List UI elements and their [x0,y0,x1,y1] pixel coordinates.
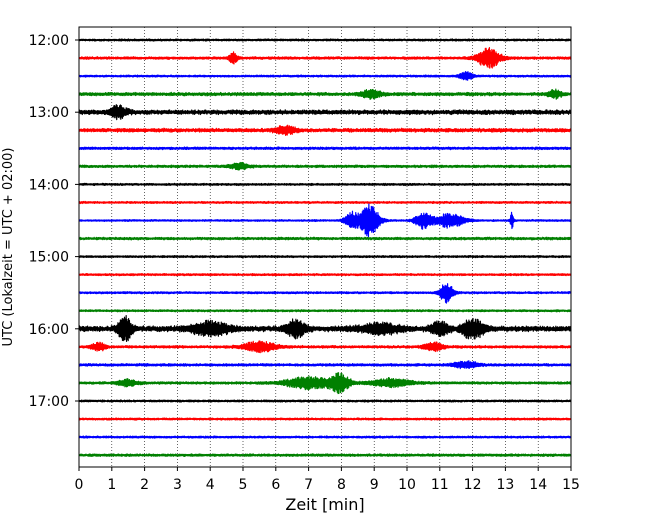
seismogram-trace-1645 [78,372,572,395]
seismogram-trace-1745 [78,453,572,458]
x-tick-label: 4 [206,477,215,493]
y-axis-label: UTC (Lokalzeit = UTC + 02:00) [1,148,16,347]
x-tick-label: 14 [529,477,547,493]
seismogram-trace-1245 [78,88,572,100]
seismogram-trace-1630 [78,360,572,370]
seismogram-trace-1300 [78,104,572,121]
y-tick-label: 15:00 [29,250,69,266]
x-tick-label: 1 [107,477,116,493]
x-tick-label: 6 [271,477,280,493]
seismogram-trace-1600 [78,315,572,342]
x-axis-label: Zeit [min] [285,495,364,514]
x-tick-label: 0 [75,477,84,493]
seismogram-trace-1500 [78,254,572,259]
x-tick-label: 12 [464,477,482,493]
seismogram-trace-1545 [78,309,572,313]
seismogram-trace-1715 [78,417,572,421]
seismogram-trace-1400 [78,182,572,187]
y-tick-label: 14:00 [29,177,69,193]
seismogram-trace-1615 [78,340,572,354]
x-tick-label: 3 [173,477,182,493]
seismogram-trace-1730 [78,435,572,439]
seismogram-trace-1345 [78,161,572,171]
seismogram-trace-1215 [78,47,572,69]
x-tick-label: 13 [496,477,514,493]
x-tick-label: 5 [239,477,248,493]
seismogram-trace-1530 [78,283,572,304]
seismogram-trace-1700 [78,399,572,403]
seismogram-trace-1415 [78,200,572,205]
seismogram-trace-1230 [78,71,572,81]
plot-frame [78,26,572,468]
seismogram-trace-1315 [78,124,572,137]
x-tick-label: 9 [370,477,379,493]
y-axis-ticks: 12:00 13:00 14:00 15:00 16:00 17:00 [29,33,79,410]
y-tick-label: 16:00 [29,322,69,338]
x-tick-label: 10 [398,477,416,493]
y-tick-label: 17:00 [29,394,69,410]
seismogram-trace-1200 [78,38,572,42]
grid-lines [111,27,539,467]
seismogram-trace-1445 [78,236,572,241]
y-tick-label: 13:00 [29,105,69,121]
x-tick-label: 2 [140,477,149,493]
seismogram-traces [78,38,572,458]
x-tick-label: 15 [562,477,580,493]
seismogram-trace-1515 [78,272,572,277]
seismogram-trace-1330 [78,146,572,151]
x-axis-ticks: 0 1 2 3 4 5 6 7 8 9 10 11 12 13 14 15 [75,467,580,493]
x-tick-label: 8 [337,477,346,493]
x-tick-label: 11 [431,477,449,493]
y-tick-label: 12:00 [29,33,69,49]
x-tick-label: 7 [304,477,313,493]
seismogram-trace-1430 [78,203,572,238]
